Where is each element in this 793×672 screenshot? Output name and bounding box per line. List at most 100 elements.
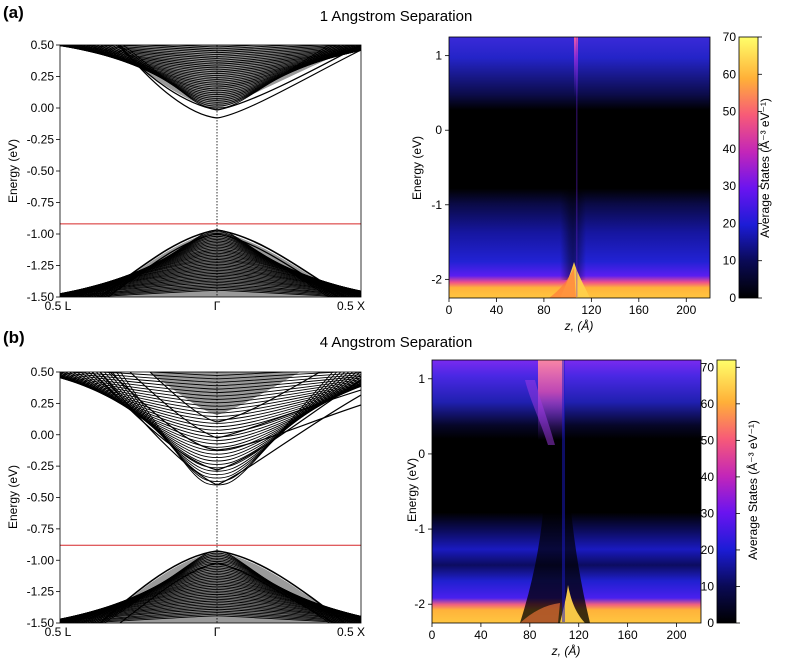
colorbar-label: Average States (Å⁻³ eV⁻¹) (757, 98, 772, 238)
valence-band-line (60, 283, 361, 297)
colorbar-gradient (738, 36, 759, 299)
y-axis-ticks: 0.50 0.25 0.00 -0.25 -0.50 -0.75 -1.00 -1.25 -1.… (27, 365, 60, 630)
valence-band-line (60, 584, 361, 622)
y-tick-label: -0.75 (27, 522, 55, 536)
x-tick-label: 80 (537, 303, 551, 317)
colorbar-ticks: 70 60 50 40 30 20 10 0 (723, 30, 762, 305)
interface-feature (525, 380, 555, 445)
y-tick-label: 0.25 (31, 396, 55, 410)
y-tick-label: 0.25 (31, 70, 55, 84)
y-tick-label: -1.00 (27, 227, 55, 241)
colorbar-tick-label: 50 (723, 105, 737, 119)
valence-band-line (61, 254, 361, 297)
conduction-band-line (68, 372, 361, 441)
colorbar-tick-label: 10 (723, 254, 737, 268)
chart-title: 1 Angstrom Separation (320, 8, 473, 25)
ldos-heatmap: 0 40 80 120 160 200 1 0 -1 -2 z, (Å) Energy (eV) (410, 36, 711, 333)
x-tick-label: 160 (629, 303, 649, 317)
plot-frame (431, 359, 702, 624)
plot-frame (448, 36, 711, 299)
x-tick-label: 40 (490, 303, 504, 317)
colorbar-tick-label: 20 (701, 543, 715, 557)
y-tick-label: -1 (414, 522, 425, 536)
valence-band-line (60, 262, 361, 296)
y-tick-label: -0.25 (27, 133, 55, 147)
conduction-band-line (149, 372, 321, 423)
x-tick-label: 0 (446, 303, 453, 317)
y-tick-label: -1.50 (27, 290, 55, 304)
colorbar-label: Average States (Å⁻³ eV⁻¹) (745, 420, 760, 560)
y-tick-label: -1.00 (27, 553, 55, 567)
colorbar-tick-label: 70 (723, 30, 737, 44)
x-tick-label: Γ (214, 625, 221, 639)
valence-band-line (60, 613, 361, 623)
y-tick-label: 1 (435, 49, 442, 63)
conduction-band-line (60, 45, 361, 75)
valence-band-line (60, 607, 361, 622)
y-tick-label: 0.00 (31, 101, 55, 115)
y-axis-ticks: 0.50 0.25 0.00 -0.25 -0.50 -0.75 -1.00 -1.25 -1.… (27, 38, 60, 304)
conduction-band-line (111, 45, 328, 52)
colorbar-ticks: 70 60 50 40 30 20 10 0 (701, 360, 740, 630)
y-axis-label: Energy (eV) (410, 136, 424, 200)
conduction-band-line (91, 372, 361, 471)
y-tick-label: -0.25 (27, 459, 55, 473)
y-tick-label: 0.50 (31, 38, 55, 52)
y-tick-label: -1.25 (27, 585, 55, 599)
colorbar-tick-label: 50 (701, 433, 715, 447)
y-tick-label: 1 (418, 372, 425, 386)
x-tick-label: 0.5 X (337, 299, 365, 313)
conduction-band-line (109, 372, 361, 451)
valence-band-line (60, 605, 361, 622)
band-structure-plot: 0.50 0.25 0.00 -0.25 -0.50 -0.75 -1.00 -1.25 -1.… (6, 365, 365, 639)
y-axis-label: Energy (eV) (6, 139, 20, 203)
valence-band-line (60, 602, 361, 621)
x-tick-label: 120 (581, 303, 601, 317)
valence-band-lines (60, 551, 361, 623)
conduction-band-lines (60, 45, 361, 109)
panel-label: (a) (3, 3, 24, 22)
x-tick-label: 160 (618, 628, 638, 642)
x-tick-label: 0.5 X (337, 625, 365, 639)
conduction-band-line (81, 45, 361, 88)
valence-band-line (60, 580, 361, 623)
y-axis-ticks: 1 0 -1 -2 (431, 49, 449, 286)
conduction-band-line (129, 372, 361, 439)
valence-band-line (60, 277, 361, 295)
y-tick-label: -0.50 (27, 491, 55, 505)
colorbar-tick-label: 70 (701, 360, 715, 374)
valence-band-line (60, 280, 361, 296)
x-axis-ticks: 0 40 80 120 160 200 (446, 298, 697, 317)
conduction-band-line (60, 372, 361, 387)
x-tick-label: 0 (429, 628, 436, 642)
x-axis-label: z, (Å) (564, 318, 594, 333)
y-tick-label: 0 (435, 123, 442, 137)
colorbar-tick-label: 60 (701, 397, 715, 411)
y-tick-label: -0.75 (27, 196, 55, 210)
x-tick-label: 0.5 L (45, 299, 72, 313)
x-tick-label: Γ (214, 299, 221, 313)
interface-feature (562, 360, 565, 622)
conduction-band-line (64, 372, 361, 438)
colorbar-tick-label: 40 (701, 470, 715, 484)
colorbar-tick-label: 10 (701, 579, 715, 593)
y-axis-ticks: 1 0 -1 -2 (414, 372, 432, 611)
y-tick-label: 0.00 (31, 428, 55, 442)
colorbar-tick-label: 40 (723, 142, 737, 156)
y-tick-label: -1.50 (27, 616, 55, 630)
x-axis-label: z, (Å) (551, 643, 581, 658)
colorbar-gradient (716, 359, 737, 624)
colorbar-tick-label: 30 (701, 506, 715, 520)
interface-feature (520, 430, 590, 623)
x-tick-label: 40 (474, 628, 488, 642)
conduction-band-line (61, 372, 361, 435)
colorbar-tick-label: 20 (723, 216, 737, 230)
y-tick-label: -1 (431, 198, 442, 212)
conduction-band-line (60, 374, 361, 393)
y-axis-label: Energy (eV) (6, 465, 20, 529)
conduction-band-line (60, 373, 361, 390)
conduction-band-line (60, 375, 361, 397)
valence-band-line (99, 550, 346, 623)
interface-feature (560, 585, 585, 623)
band-structure-plot: 0.50 0.25 0.00 -0.25 -0.50 -0.75 -1.00 -1.25 -1.… (6, 38, 365, 313)
